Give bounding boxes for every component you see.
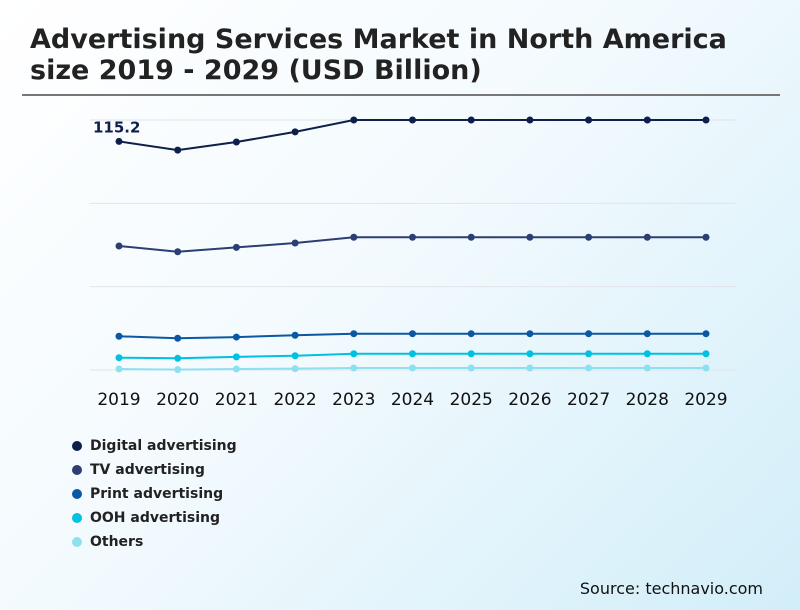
data-point <box>291 239 299 247</box>
data-point <box>350 330 358 338</box>
data-point <box>350 116 358 124</box>
legend-label: Others <box>90 534 144 550</box>
x-tick-label: 2024 <box>391 390 434 410</box>
legend-label: OOH advertising <box>90 510 220 526</box>
legend-dot-icon <box>72 489 82 499</box>
data-point <box>174 334 182 342</box>
data-point <box>585 116 593 124</box>
data-point <box>232 365 240 373</box>
x-tick-label: 2022 <box>273 390 316 410</box>
data-point <box>350 233 358 241</box>
data-point <box>467 233 475 241</box>
data-point <box>467 350 475 358</box>
legend-item: TV advertising <box>72 458 237 482</box>
data-point <box>585 330 593 338</box>
legend-item: OOH advertising <box>72 506 237 530</box>
data-point <box>174 146 182 154</box>
data-point <box>585 364 593 372</box>
legend-dot-icon <box>72 441 82 451</box>
chart-title: Advertising Services Market in North Ame… <box>30 24 727 86</box>
data-point <box>526 233 534 241</box>
data-point <box>467 364 475 372</box>
data-point <box>467 330 475 338</box>
data-point <box>702 330 710 338</box>
data-point <box>174 366 182 374</box>
x-tick-label: 2028 <box>626 390 669 410</box>
data-point <box>526 116 534 124</box>
x-tick-label: 2026 <box>508 390 551 410</box>
data-point <box>409 330 416 338</box>
legend-label: Digital advertising <box>90 438 237 454</box>
title-divider <box>22 94 780 96</box>
data-point <box>115 365 123 373</box>
data-point <box>232 353 240 361</box>
data-point <box>291 365 299 373</box>
data-point <box>702 116 710 124</box>
legend-item: Digital advertising <box>72 434 237 458</box>
data-point <box>350 364 358 372</box>
data-point <box>115 354 123 362</box>
data-point <box>409 350 416 358</box>
data-point <box>702 350 710 358</box>
data-point <box>115 242 123 250</box>
legend: Digital advertising TV advertising Print… <box>72 434 237 554</box>
data-point <box>643 330 651 338</box>
x-tick-label: 2027 <box>567 390 610 410</box>
data-point <box>643 116 651 124</box>
x-tick-label: 2021 <box>215 390 258 410</box>
data-point <box>409 233 416 241</box>
legend-dot-icon <box>72 513 82 523</box>
legend-label: TV advertising <box>90 462 205 478</box>
legend-item: Others <box>72 530 237 554</box>
data-point <box>526 364 534 372</box>
data-point <box>526 350 534 358</box>
data-point <box>409 116 416 124</box>
data-point <box>643 233 651 241</box>
data-point <box>291 128 299 136</box>
data-point <box>232 333 240 341</box>
x-tick-label: 2020 <box>156 390 199 410</box>
data-point <box>526 330 534 338</box>
data-point <box>585 233 593 241</box>
data-point <box>291 352 299 360</box>
data-label: 115.2 <box>93 118 140 136</box>
data-point <box>467 116 475 124</box>
data-point <box>409 364 416 372</box>
x-tick-label: 2025 <box>450 390 493 410</box>
data-point <box>232 138 240 146</box>
data-point <box>232 243 240 251</box>
data-point <box>643 364 651 372</box>
legend-dot-icon <box>72 537 82 547</box>
legend-dot-icon <box>72 465 82 475</box>
x-tick-label: 2019 <box>97 390 140 410</box>
data-point <box>115 332 123 340</box>
data-point <box>115 137 123 145</box>
data-point <box>174 248 182 256</box>
data-point <box>702 364 710 372</box>
data-point <box>643 350 651 358</box>
x-tick-label: 2029 <box>684 390 727 410</box>
source-credit: Source: technavio.com <box>579 579 763 598</box>
x-tick-label: 2023 <box>332 390 375 410</box>
series-line <box>118 119 706 152</box>
data-point <box>702 233 710 241</box>
data-point <box>350 350 358 358</box>
legend-label: Print advertising <box>90 486 224 502</box>
data-point <box>291 331 299 339</box>
data-point <box>585 350 593 358</box>
data-point <box>174 354 182 362</box>
legend-item: Print advertising <box>72 482 237 506</box>
